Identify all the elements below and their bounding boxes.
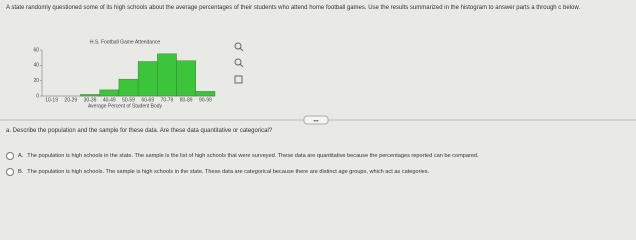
option-text: The population is high schools in the st… <box>27 153 479 159</box>
y-tick-label: 60 <box>33 47 39 53</box>
option-text: The population is high schools. The samp… <box>27 169 430 175</box>
x-tick-label: 40-49 <box>103 97 116 103</box>
bar <box>99 89 120 97</box>
tool-icons[interactable] <box>234 42 244 84</box>
y-tick-label: 20 <box>33 78 39 84</box>
y-tick-label: 40 <box>33 63 39 69</box>
y-tick-label: 0 <box>36 93 39 99</box>
x-tick-label: 90-99 <box>199 97 212 103</box>
x-tick-label: 70-79 <box>161 97 174 103</box>
option-letter: A. <box>18 153 24 159</box>
histogram: H.S. Football Game Attendance Average Pe… <box>33 39 244 109</box>
svg-text:•••: ••• <box>313 118 319 124</box>
expand-button[interactable] <box>303 115 329 125</box>
divider: ••• <box>0 115 636 125</box>
intro: A state randomly questioned some of its … <box>6 5 580 11</box>
bar <box>118 78 139 97</box>
x-axis-label: Average Percent of Student Body <box>88 103 163 109</box>
x-tick-label: 30-39 <box>84 97 97 103</box>
x-tick-label: 20-29 <box>64 97 77 103</box>
x-tick-label: 60-69 <box>141 97 154 103</box>
bar <box>137 61 158 97</box>
page: A state randomly questioned some of its … <box>0 5 636 176</box>
bar <box>176 60 196 97</box>
option[interactable]: B. The population is high schools. The sa… <box>6 168 429 176</box>
question: a. Describe the population and the sampl… <box>6 128 273 134</box>
x-tick-label: 10-19 <box>45 97 58 103</box>
option[interactable]: A. The population is high schools in the … <box>6 152 479 160</box>
option-letter: B. <box>18 169 24 175</box>
x-tick-label: 80-89 <box>180 97 193 103</box>
chart-title: H.S. Football Game Attendance <box>90 39 161 45</box>
bar <box>195 91 216 97</box>
x-tick-label: 50-59 <box>122 97 135 103</box>
bar <box>157 53 177 97</box>
bar <box>80 94 100 97</box>
